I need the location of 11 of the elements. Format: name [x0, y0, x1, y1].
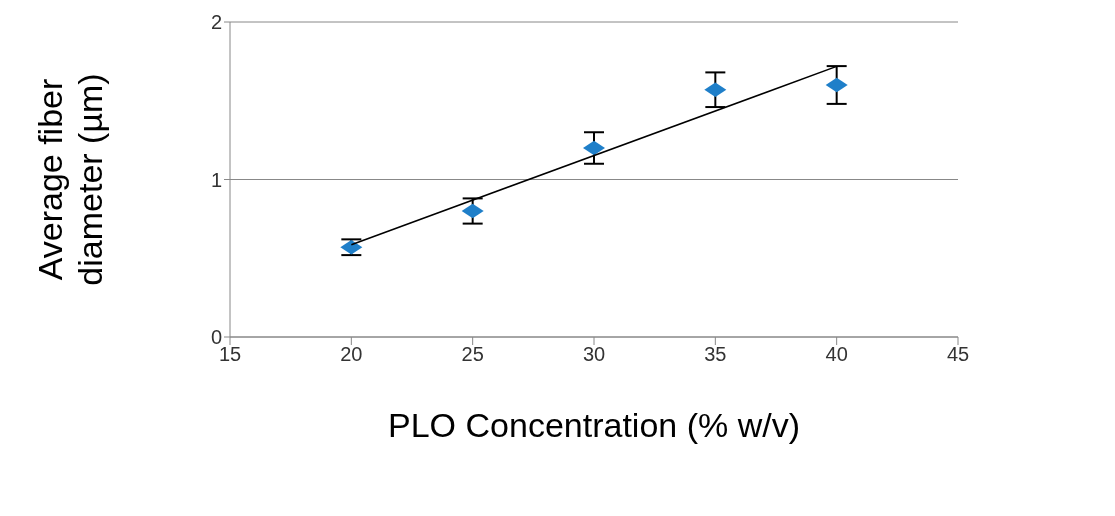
y-tick-label: 1 — [210, 168, 222, 191]
y-axis-title: Average fiber diameter (µm) — [31, 73, 109, 286]
x-tick-label: 25 — [461, 343, 484, 366]
x-tick-label: 35 — [704, 343, 727, 366]
x-tick-label: 40 — [825, 343, 848, 366]
y-tick-label: 2 — [210, 11, 222, 34]
x-axis-title: PLO Concentration (% w/v) — [388, 406, 800, 444]
x-tick-label: 30 — [582, 343, 606, 366]
x-tick-label: 20 — [340, 343, 363, 366]
x-tick-label: 45 — [946, 343, 970, 366]
point — [583, 140, 605, 156]
